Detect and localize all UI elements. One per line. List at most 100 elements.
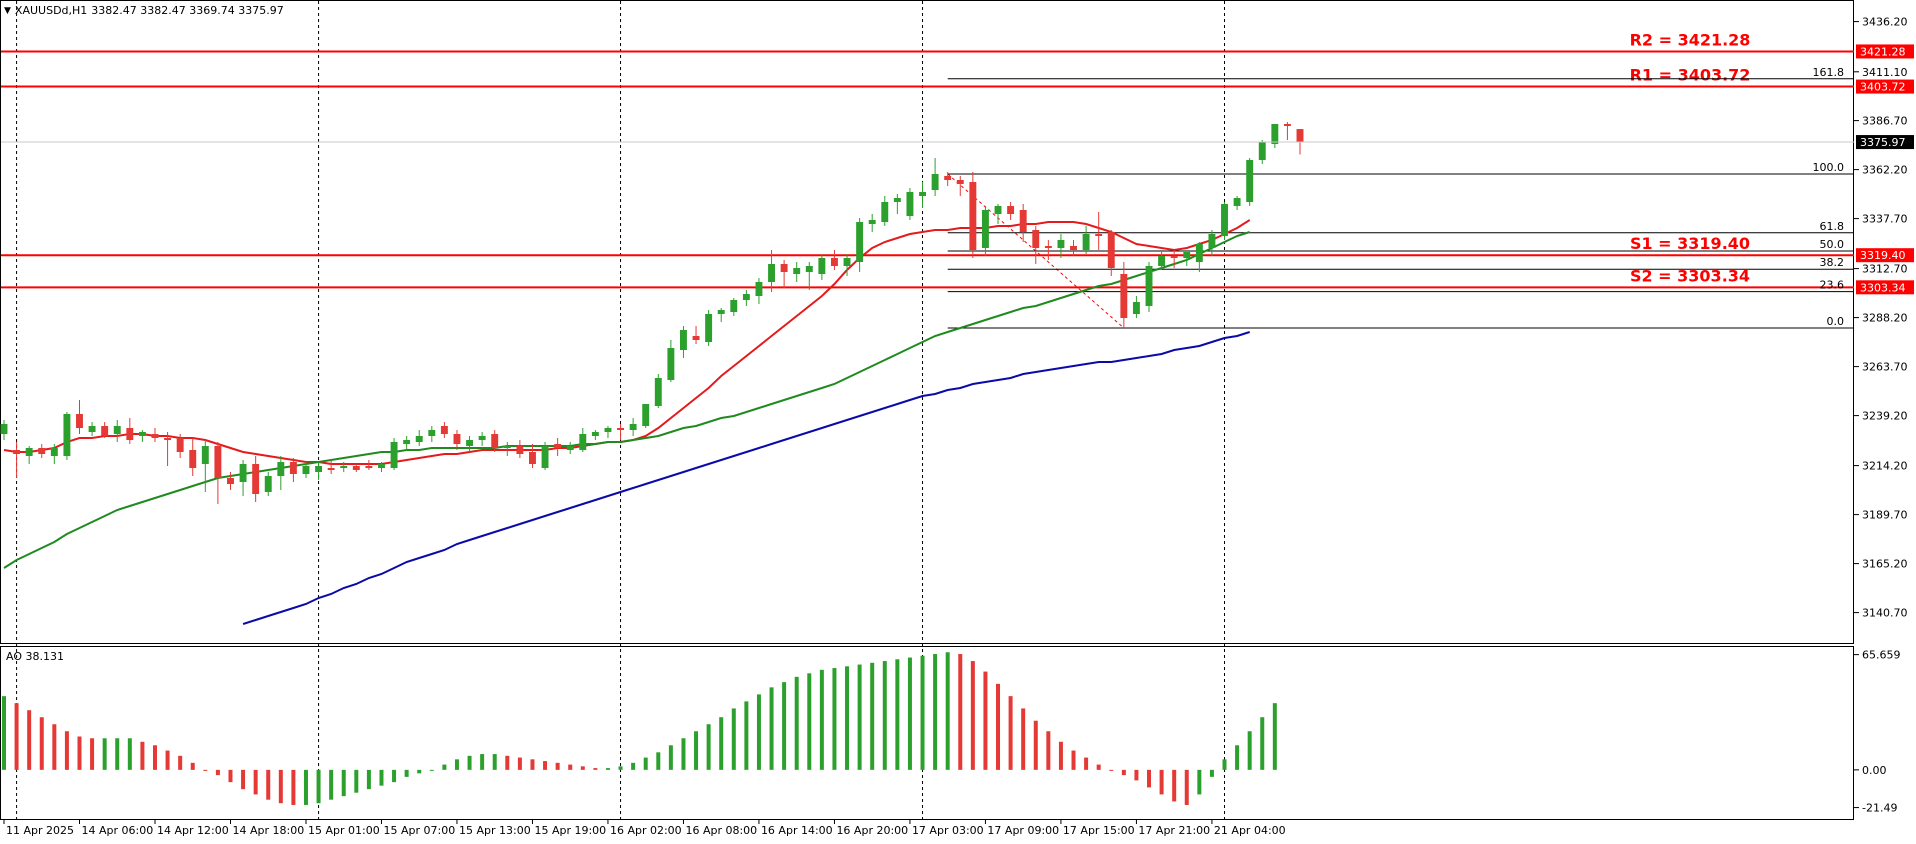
candle-body [1221, 204, 1228, 236]
time-axis-label: 14 Apr 18:00 [232, 824, 304, 837]
fibonacci-level-label: 161.8 [1813, 66, 1845, 79]
candle-body [881, 202, 889, 222]
candle-body [315, 466, 323, 472]
fibonacci-level-label: 23.6 [1820, 279, 1845, 292]
level-label-r1: R1 = 3403.72 [1630, 66, 1751, 85]
candle-body [516, 446, 524, 454]
candle-body [566, 446, 574, 450]
candle-body [138, 432, 146, 436]
candle-body [554, 444, 562, 448]
oscillator-bar [278, 769, 283, 804]
oscillator-bar [102, 738, 107, 770]
price-axis-label: 3312.70 [1862, 263, 1908, 276]
candle-body [1183, 252, 1191, 258]
oscillator-bar [152, 745, 157, 770]
oscillator-bar [190, 762, 195, 770]
oscillator-bar [958, 654, 963, 770]
oscillator-bar [706, 724, 711, 770]
oscillator-bar [907, 657, 912, 770]
candle-body [679, 330, 687, 350]
oscillator-bar [467, 755, 472, 770]
candle-body [1208, 234, 1216, 248]
oscillator-bar [1209, 769, 1214, 777]
level-price-tag: 3403.72 [1860, 81, 1906, 94]
dropdown-triangle-icon[interactable]: ▼ [4, 5, 11, 16]
oscillator-bar [832, 668, 837, 770]
oscillator-axis-label: -21.49 [1862, 802, 1897, 815]
time-axis-label: 14 Apr 06:00 [81, 824, 153, 837]
candle-body [768, 264, 775, 282]
oscillator-bar [618, 766, 623, 770]
oscillator-bar [1197, 769, 1202, 795]
oscillator-bar [90, 738, 95, 770]
candle-body [793, 268, 801, 274]
candle-body [1019, 210, 1027, 232]
candle-body [1082, 234, 1090, 250]
level-price-tag-bg [1856, 79, 1914, 94]
oscillator-bar [794, 676, 799, 770]
candle-body [327, 468, 335, 470]
oscillator-bar [580, 766, 585, 770]
level-label-s1: S1 = 3319.40 [1630, 234, 1750, 253]
oscillator-bar [52, 724, 57, 770]
price-axis-label: 3239.20 [1862, 410, 1908, 423]
candle-body [667, 348, 675, 380]
symbol-label: XAUUSDd,H1 [14, 4, 88, 17]
oscillator-bar [492, 754, 497, 770]
oscillator-bar [417, 769, 422, 774]
candle-body [717, 310, 725, 314]
oscillator-bar [1008, 696, 1013, 770]
candle-body [340, 466, 348, 468]
candle-body [604, 428, 612, 432]
oscillator-bar [1033, 720, 1038, 770]
candle-body [0, 424, 8, 434]
oscillator-bar [354, 769, 359, 793]
oscillator-bar [1096, 764, 1101, 770]
oscillator-bar [1084, 757, 1089, 770]
candle-body [1258, 142, 1266, 160]
price-axis-label: 3214.20 [1862, 460, 1908, 473]
oscillator-label: AO 38.131 [6, 650, 64, 663]
fibonacci-level-label: 50.0 [1820, 238, 1845, 251]
candle-body [629, 424, 637, 430]
candle-body [1170, 256, 1178, 258]
oscillator-bar [882, 661, 887, 770]
oscillator-bar [266, 769, 271, 800]
time-axis-label: 16 Apr 08:00 [685, 824, 757, 837]
time-axis-label: 17 Apr 09:00 [987, 824, 1059, 837]
candle-body [227, 478, 234, 484]
oscillator-bar [1071, 750, 1076, 770]
oscillator-bar [480, 754, 485, 770]
current-price-tag: 3375.97 [1860, 136, 1906, 149]
candle-body [415, 436, 423, 442]
price-axis-label: 3140.70 [1862, 607, 1908, 620]
candle-body [843, 258, 851, 266]
oscillator-bar [140, 741, 145, 770]
oscillator-bar [1184, 769, 1189, 805]
candle-body [1233, 198, 1241, 206]
oscillator-bar [694, 731, 699, 770]
time-axis-label: 15 Apr 19:00 [534, 824, 606, 837]
oscillator-bar [27, 710, 32, 770]
oscillator-bar [895, 659, 900, 770]
fibonacci-level-label: 38.2 [1820, 256, 1845, 269]
oscillator-bar [1260, 717, 1265, 770]
candle-body [277, 462, 285, 476]
price-axis-label: 3288.20 [1862, 312, 1908, 325]
oscillator-bar [291, 769, 296, 805]
oscillator-bar [366, 769, 371, 790]
oscillator-bar [983, 671, 988, 770]
candle-body [906, 192, 914, 216]
candle-body [818, 258, 826, 274]
oscillator-panel-frame [0, 646, 1854, 820]
current-price-tag-bg [1856, 135, 1914, 150]
candle-body [164, 438, 172, 440]
candle-body [13, 450, 21, 454]
candle-body [893, 198, 901, 202]
chart-header: ▼ XAUUSDd,H1 3382.47 3382.47 3369.74 337… [4, 4, 284, 17]
candle-body [214, 446, 222, 478]
level-price-tag-bg [1856, 280, 1914, 295]
candle-body [352, 466, 360, 470]
candle-body [101, 426, 109, 436]
